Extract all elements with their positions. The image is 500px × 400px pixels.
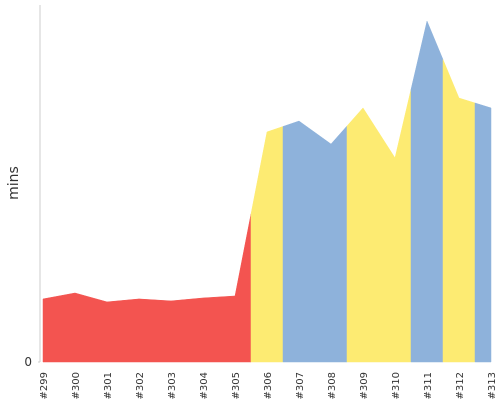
- area-segment: [90, 297, 124, 363]
- area-segment: [42, 295, 60, 363]
- x-tick-label: #300: [71, 372, 82, 399]
- area-segment: [410, 20, 444, 363]
- area-segment: [314, 125, 348, 363]
- area-segment: [442, 59, 476, 363]
- y-tick-label: 0: [24, 355, 32, 369]
- x-tick-label: #301: [103, 372, 114, 399]
- area-segment: [154, 299, 188, 363]
- area-segment: [378, 89, 412, 363]
- area-segment: [282, 120, 316, 363]
- x-tick-label: #307: [295, 372, 306, 399]
- x-tick-label: #309: [359, 372, 370, 399]
- x-tick-label: #310: [391, 372, 402, 399]
- area-segment: [474, 102, 492, 363]
- x-tick-label: #306: [263, 372, 274, 399]
- x-tick-label: #303: [167, 372, 178, 399]
- x-tick-label: #302: [135, 372, 146, 399]
- area-segment: [346, 107, 380, 363]
- x-tick-label: #311: [423, 372, 434, 399]
- x-tick-label: #312: [455, 372, 466, 399]
- area-segment: [218, 213, 252, 363]
- x-tick-label: #299: [39, 372, 50, 399]
- area-segment: [122, 298, 156, 363]
- x-tick-label: #313: [487, 372, 498, 399]
- x-tick-label: #304: [199, 372, 210, 399]
- x-tick-label: #308: [327, 372, 338, 399]
- y-axis-label: mins: [6, 166, 22, 200]
- area-segment: [58, 292, 92, 363]
- area-segment: [250, 126, 284, 363]
- area-segment: [186, 296, 220, 363]
- x-tick-label: #305: [231, 372, 242, 399]
